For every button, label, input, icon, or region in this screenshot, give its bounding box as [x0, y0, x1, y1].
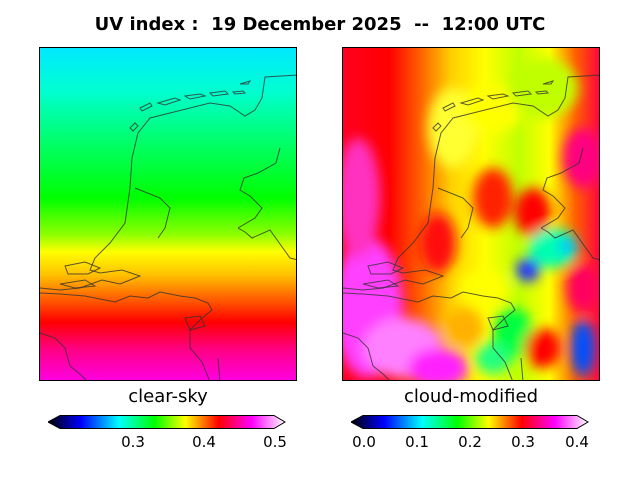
colorbar-tick: 0.2 — [458, 433, 482, 451]
cloud-modified-map — [342, 47, 600, 381]
coastline-clear-sky — [40, 74, 296, 380]
figure-title: UV index : 19 December 2025 -- 12:00 UTC — [94, 14, 546, 35]
cloud-modified-label: cloud-modified — [403, 386, 539, 407]
colorbar-tick: 0.3 — [511, 433, 535, 451]
colorbar-tick: 0.0 — [352, 433, 376, 451]
colorbar-tick: 0.4 — [565, 433, 589, 451]
colorbar-tick: 0.5 — [263, 433, 287, 451]
coastline-cloud-modified — [343, 74, 599, 380]
clear-sky-colorbar — [46, 414, 286, 429]
cloud-modified-colorbar — [349, 414, 589, 429]
clear-sky-map — [39, 47, 297, 381]
colorbar-tick: 0.4 — [192, 433, 216, 451]
colorbar-tick: 0.3 — [121, 433, 145, 451]
colorbar-tick: 0.1 — [405, 433, 429, 451]
clear-sky-label: clear-sky — [128, 386, 208, 407]
